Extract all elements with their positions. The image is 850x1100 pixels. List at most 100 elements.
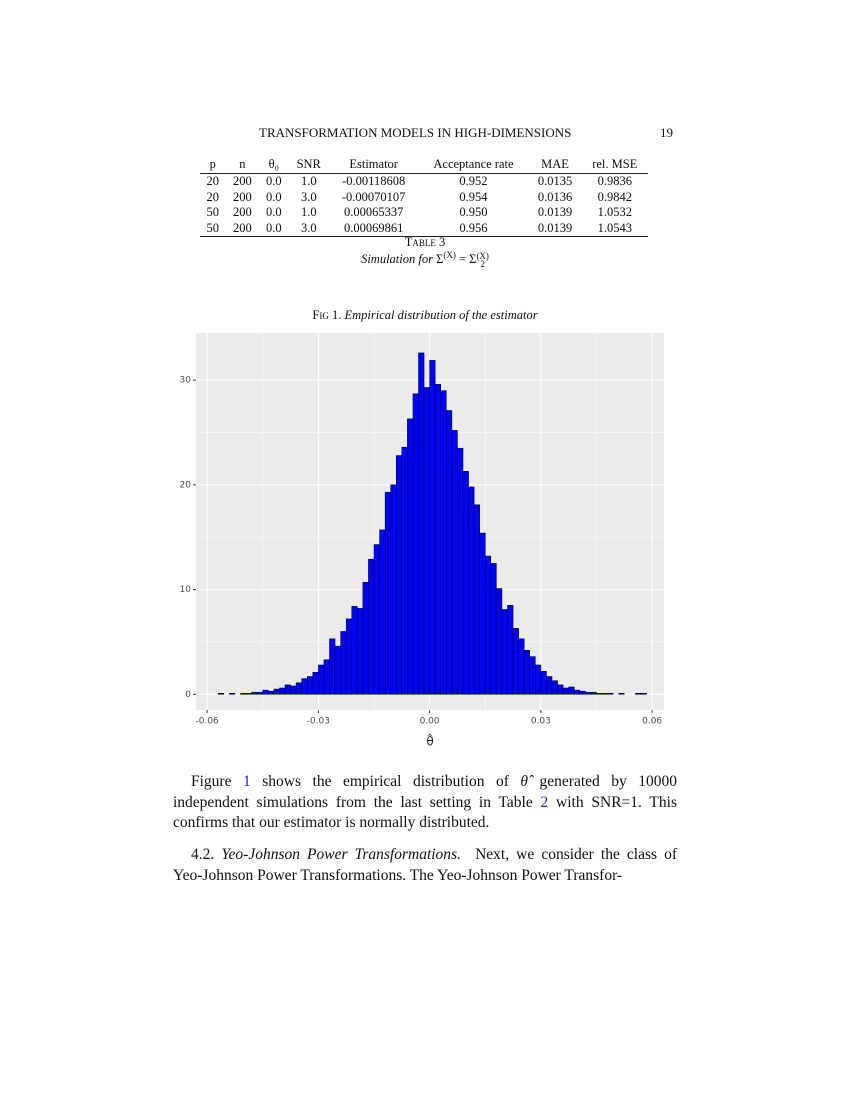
histogram-bar — [457, 447, 464, 695]
histogram-bar — [345, 618, 353, 695]
table-cell: 1.0 — [300, 174, 317, 188]
histogram-bar — [485, 555, 492, 695]
figure-caption-text: Empirical distribution of the estimator — [344, 308, 538, 322]
table-cell: 0.0 — [265, 220, 282, 235]
page-number: 19 — [660, 125, 673, 140]
caption-text: Simulation for — [361, 252, 433, 267]
table-caption: Simulation for Σ(X) = Σ (X) 2 — [0, 250, 850, 270]
histogram-bar — [390, 484, 397, 695]
table-cell: 0.952 — [459, 174, 488, 188]
table-cell: 0.00065337 — [343, 205, 404, 219]
table-cell: 3.0 — [300, 189, 317, 204]
table-cell: 3.0 — [300, 220, 317, 235]
table-row: 20 200 0.0 3.0 -0.00070107 0.954 0.0136 0.9842 — [200, 190, 648, 206]
y-tick-label: 10 — [180, 585, 192, 595]
table-cell: 50 — [206, 220, 220, 235]
histogram-bar — [451, 430, 458, 695]
x-axis-label: θ̂ — [426, 732, 433, 748]
histogram-bar — [601, 692, 608, 695]
math-symbol: = Σ — [458, 252, 477, 267]
histogram-bar — [496, 588, 503, 695]
paragraph: 4.2. Yeo-Johnson Power Transformations. … — [173, 845, 677, 886]
histogram-bar — [329, 638, 336, 695]
column-header: p — [200, 157, 226, 174]
histogram-bar — [245, 692, 252, 695]
column-header: MAE — [528, 157, 582, 174]
histogram-bar — [557, 684, 564, 695]
table-row: 20 200 0.0 1.0 -0.00118608 0.952 0.0135 0.9836 — [200, 174, 648, 190]
histogram-bar — [518, 638, 525, 695]
figure-label: Fig 1. — [312, 308, 342, 322]
x-tick-label: 0.06 — [642, 717, 662, 727]
table-label: Table 3 — [404, 235, 446, 249]
x-tick-label: 0.00 — [420, 717, 440, 727]
histogram-bar — [512, 628, 519, 695]
histogram-bar — [446, 410, 453, 695]
table-link[interactable]: 2 — [540, 793, 549, 811]
histogram-bar — [423, 387, 430, 695]
text: shows the empirical distribution of — [262, 773, 509, 790]
math-sub: 2 — [480, 259, 485, 270]
histogram-bar — [429, 359, 436, 695]
histogram-bar — [334, 645, 341, 695]
text: generated by 10000 independent simulatio… — [173, 773, 678, 811]
x-tick-label: -0.06 — [195, 717, 219, 727]
histogram-bar — [523, 650, 531, 695]
histogram-bar — [262, 689, 269, 695]
histogram-bar — [312, 672, 319, 695]
table-cell: 200 — [232, 220, 252, 235]
x-tick-label: 0.03 — [531, 717, 551, 727]
histogram-bar — [251, 691, 258, 695]
histogram-bar — [434, 384, 442, 695]
histogram-bar — [640, 692, 647, 695]
y-tick-label: 0 — [185, 690, 191, 700]
table-cell: 0.950 — [459, 205, 488, 219]
table-cell: 0.956 — [459, 220, 488, 235]
section-number: 4.2. — [191, 846, 215, 863]
histogram-bar — [279, 687, 286, 695]
histogram-bar — [240, 692, 247, 695]
running-title: TRANSFORMATION MODELS IN HIGH-DIMENSIONS — [259, 125, 572, 140]
histogram-bar — [412, 393, 419, 695]
histogram-bar — [418, 352, 425, 695]
histogram-bar — [307, 676, 314, 695]
histogram-bar — [373, 544, 380, 695]
math: θ̂ — [520, 773, 529, 790]
histogram-bar — [529, 656, 536, 695]
table-cell: 0.0139 — [537, 205, 573, 219]
table-cell: 20 — [206, 189, 220, 204]
table-row: 50 200 0.0 1.0 0.00065337 0.950 0.0139 1.0532 — [200, 205, 648, 221]
histogram-bar — [384, 491, 391, 695]
figure-link[interactable]: 1 — [242, 773, 251, 790]
table-cell: 20 — [206, 174, 220, 188]
column-header: rel. MSE — [581, 157, 648, 174]
text: Figure — [191, 773, 232, 790]
column-header: Acceptance rate — [418, 157, 529, 174]
histogram-bar — [607, 692, 614, 695]
histogram-bar — [462, 470, 469, 695]
table-cell: 1.0 — [300, 205, 317, 219]
table-cell: 0.9842 — [597, 189, 632, 204]
table-cell: 0.0139 — [537, 220, 573, 235]
histogram-bar — [351, 606, 358, 695]
histogram-bar — [468, 486, 475, 695]
table-cell: 0.0136 — [537, 189, 573, 204]
y-tick-label: 20 — [180, 480, 192, 490]
histogram-bar — [362, 581, 369, 695]
table-row: 50 200 0.0 3.0 0.00069861 0.956 0.0139 1.0543 — [200, 221, 648, 237]
histogram-bar — [585, 691, 592, 695]
histogram-bar — [574, 689, 581, 695]
histogram-bar — [540, 671, 547, 695]
column-header: θ₀ — [259, 157, 289, 174]
table-cell: 1.0543 — [597, 220, 632, 235]
histogram-bar — [546, 676, 553, 695]
math-sup: (X) — [443, 250, 456, 260]
math-symbol: Σ — [436, 252, 444, 267]
column-header: n — [225, 157, 260, 174]
table-cell: 0.0 — [265, 205, 282, 219]
table-cell: 200 — [232, 189, 252, 204]
table-cell: 50 — [206, 205, 220, 219]
histogram-bar — [273, 688, 280, 695]
